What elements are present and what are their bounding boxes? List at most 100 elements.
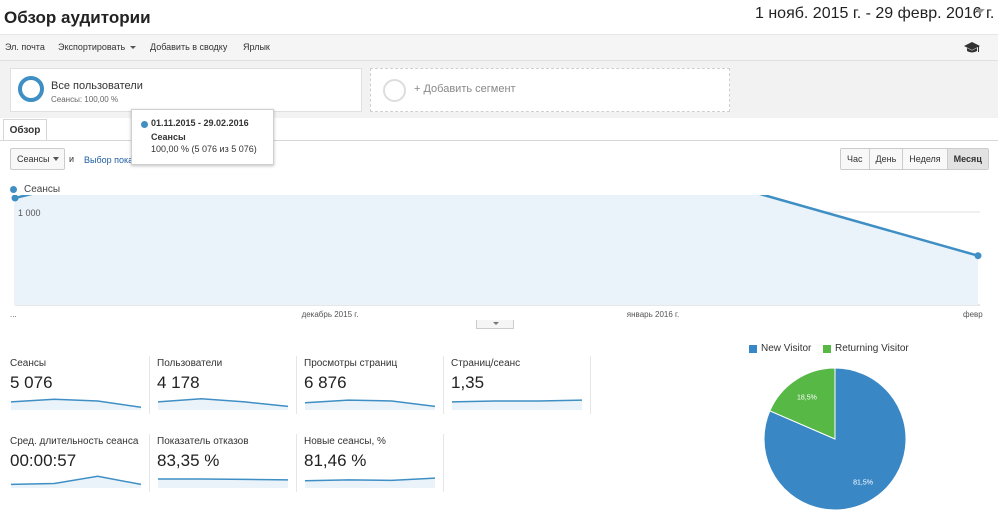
tile-divider [443, 434, 444, 492]
sparkline-area [11, 399, 141, 410]
series-legend-dot [10, 186, 17, 193]
metric-select-value: Сеансы [17, 154, 50, 164]
sparkline-line [304, 477, 436, 482]
segment-title: Все пользователи [51, 80, 143, 92]
y-tick-label: 1 000 [18, 208, 41, 218]
metric-tile-avg-session-duration[interactable]: Сред. длительность сеанса 00:00:57 [10, 436, 150, 504]
metric-tile-new-sessions[interactable]: Новые сеансы, % 81,46 % [304, 436, 444, 504]
metric-value: 81,46 % [304, 451, 367, 470]
sparkline-line [157, 398, 289, 408]
metric-label: Сеансы [10, 358, 47, 369]
chevron-down-icon [493, 322, 499, 325]
shortcut-button[interactable]: Ярлык [243, 42, 270, 52]
metric-sparkline [304, 399, 436, 410]
sparkline-line [158, 478, 289, 481]
sparkline-area [452, 400, 582, 410]
tile-divider [590, 356, 591, 414]
metric-value: 1,35 [451, 373, 485, 392]
tile-divider [149, 356, 150, 414]
chevron-down-icon[interactable] [975, 9, 985, 14]
sparkline-line [10, 475, 142, 486]
metric-tile-pageviews[interactable]: Просмотры страниц 6 876 [304, 358, 444, 426]
add-to-dashboard-button[interactable]: Добавить в сводку [150, 42, 228, 52]
metric-sparkline [157, 398, 289, 410]
tile-divider [296, 356, 297, 414]
tile-divider [296, 434, 297, 492]
chart-resize-handle[interactable] [476, 320, 514, 329]
pie-slice[interactable] [769, 367, 836, 440]
pie-legend-returning-visitor[interactable]: Returning Visitor [835, 343, 909, 354]
segment-all-users[interactable]: Все пользователи Сеансы: 100,00 % [10, 68, 362, 112]
metric-label: Новые сеансы, % [304, 436, 386, 447]
metric-sparkline [158, 478, 289, 488]
segment-ring-icon [18, 76, 44, 102]
metric-label: Страниц/сеанс [451, 358, 521, 369]
metric-label: Показатель отказов [157, 436, 249, 447]
metric-sparkline [10, 398, 142, 410]
granularity-month[interactable]: Месяц [947, 149, 988, 169]
metric-sparkline [10, 475, 142, 488]
tab-overview[interactable]: Обзор [3, 119, 47, 141]
metric-sparkline [304, 477, 436, 488]
pie-slice-label: 18,5% [797, 394, 817, 401]
tile-divider [443, 356, 444, 414]
sparkline-area [158, 398, 288, 410]
empty-ring-icon [383, 79, 406, 102]
and-label: и [69, 154, 75, 164]
visitor-type-pie-chart[interactable]: 81,5% 18,5% [760, 364, 910, 514]
metric-value: 00:00:57 [10, 451, 77, 470]
sparkline-area [11, 476, 141, 488]
metric-tile-users[interactable]: Пользователи 4 178 [157, 358, 297, 426]
series-legend-label: Сеансы [24, 184, 61, 195]
add-segment-button[interactable]: + Добавить сегмент [370, 68, 730, 112]
tile-divider [149, 434, 150, 492]
granularity-hour[interactable]: Час [841, 149, 870, 169]
sparkline-line [304, 399, 436, 408]
tooltip-series-dot [141, 121, 148, 128]
metric-value: 83,35 % [157, 451, 220, 470]
toolbar: Эл. почта Экспортировать Добавить в свод… [0, 34, 998, 61]
granularity-switch: Час День Неделя Месяц [840, 148, 989, 170]
x-tick-label: февр [963, 310, 983, 319]
sparkline-line [451, 399, 583, 403]
page-title: Обзор аудитории [4, 8, 151, 27]
granularity-day[interactable]: День [869, 149, 904, 169]
chevron-down-icon [53, 157, 59, 161]
metric-select[interactable]: Сеансы [10, 148, 65, 170]
data-point[interactable] [974, 252, 982, 260]
sessions-line-chart[interactable]: 2 0001 000 ...декабрь 2015 г.январь 2016… [0, 195, 1000, 330]
metric-label: Пользователи [157, 358, 223, 369]
pie-legend-swatch-new [749, 345, 757, 353]
pie-legend-new-visitor[interactable]: New Visitor [761, 343, 812, 354]
metric-value: 4 178 [157, 373, 200, 392]
email-button[interactable]: Эл. почта [5, 42, 45, 52]
metric-label: Сред. длительность сеанса [10, 436, 139, 447]
segment-subtitle: Сеансы: 100,00 % [51, 95, 119, 104]
export-dropdown-icon[interactable] [130, 46, 136, 49]
date-range-picker[interactable]: 1 нояб. 2015 г. - 29 февр. 2016 г. [755, 5, 995, 22]
metric-label: Просмотры страниц [304, 358, 398, 369]
choose-metric-link[interactable]: Выбор пока [84, 155, 134, 165]
metric-value: 6 876 [304, 373, 347, 392]
x-tick-label: ... [10, 310, 17, 319]
series-line [14, 195, 979, 257]
series-area [15, 195, 978, 305]
x-tick-label: январь 2016 г. [627, 310, 679, 319]
export-button[interactable]: Экспортировать [58, 42, 126, 52]
tab-divider [0, 140, 998, 141]
metric-tile-sessions[interactable]: Сеансы 5 076 [10, 358, 150, 426]
tooltip-value: 100,00 % (5 076 из 5 076) [151, 144, 257, 154]
granularity-week[interactable]: Неделя [903, 149, 948, 169]
metric-tile-pages-per-session[interactable]: Страниц/сеанс 1,35 [451, 358, 591, 426]
graduation-cap-icon[interactable] [964, 41, 980, 60]
x-tick-label: декабрь 2015 г. [302, 310, 359, 319]
tooltip-date-range: 01.11.2015 - 29.02.2016 [151, 118, 249, 128]
pie-slice-label: 81,5% [853, 480, 873, 487]
sparkline-area [158, 479, 288, 488]
metric-value: 5 076 [10, 373, 53, 392]
metric-tile-bounce-rate[interactable]: Показатель отказов 83,35 % [157, 436, 297, 504]
chart-tooltip: 01.11.2015 - 29.02.2016 Сеансы 100,00 % … [131, 109, 274, 165]
add-segment-label: + Добавить сегмент [414, 83, 516, 95]
pie-legend-swatch-returning [823, 345, 831, 353]
data-point[interactable] [11, 195, 19, 202]
